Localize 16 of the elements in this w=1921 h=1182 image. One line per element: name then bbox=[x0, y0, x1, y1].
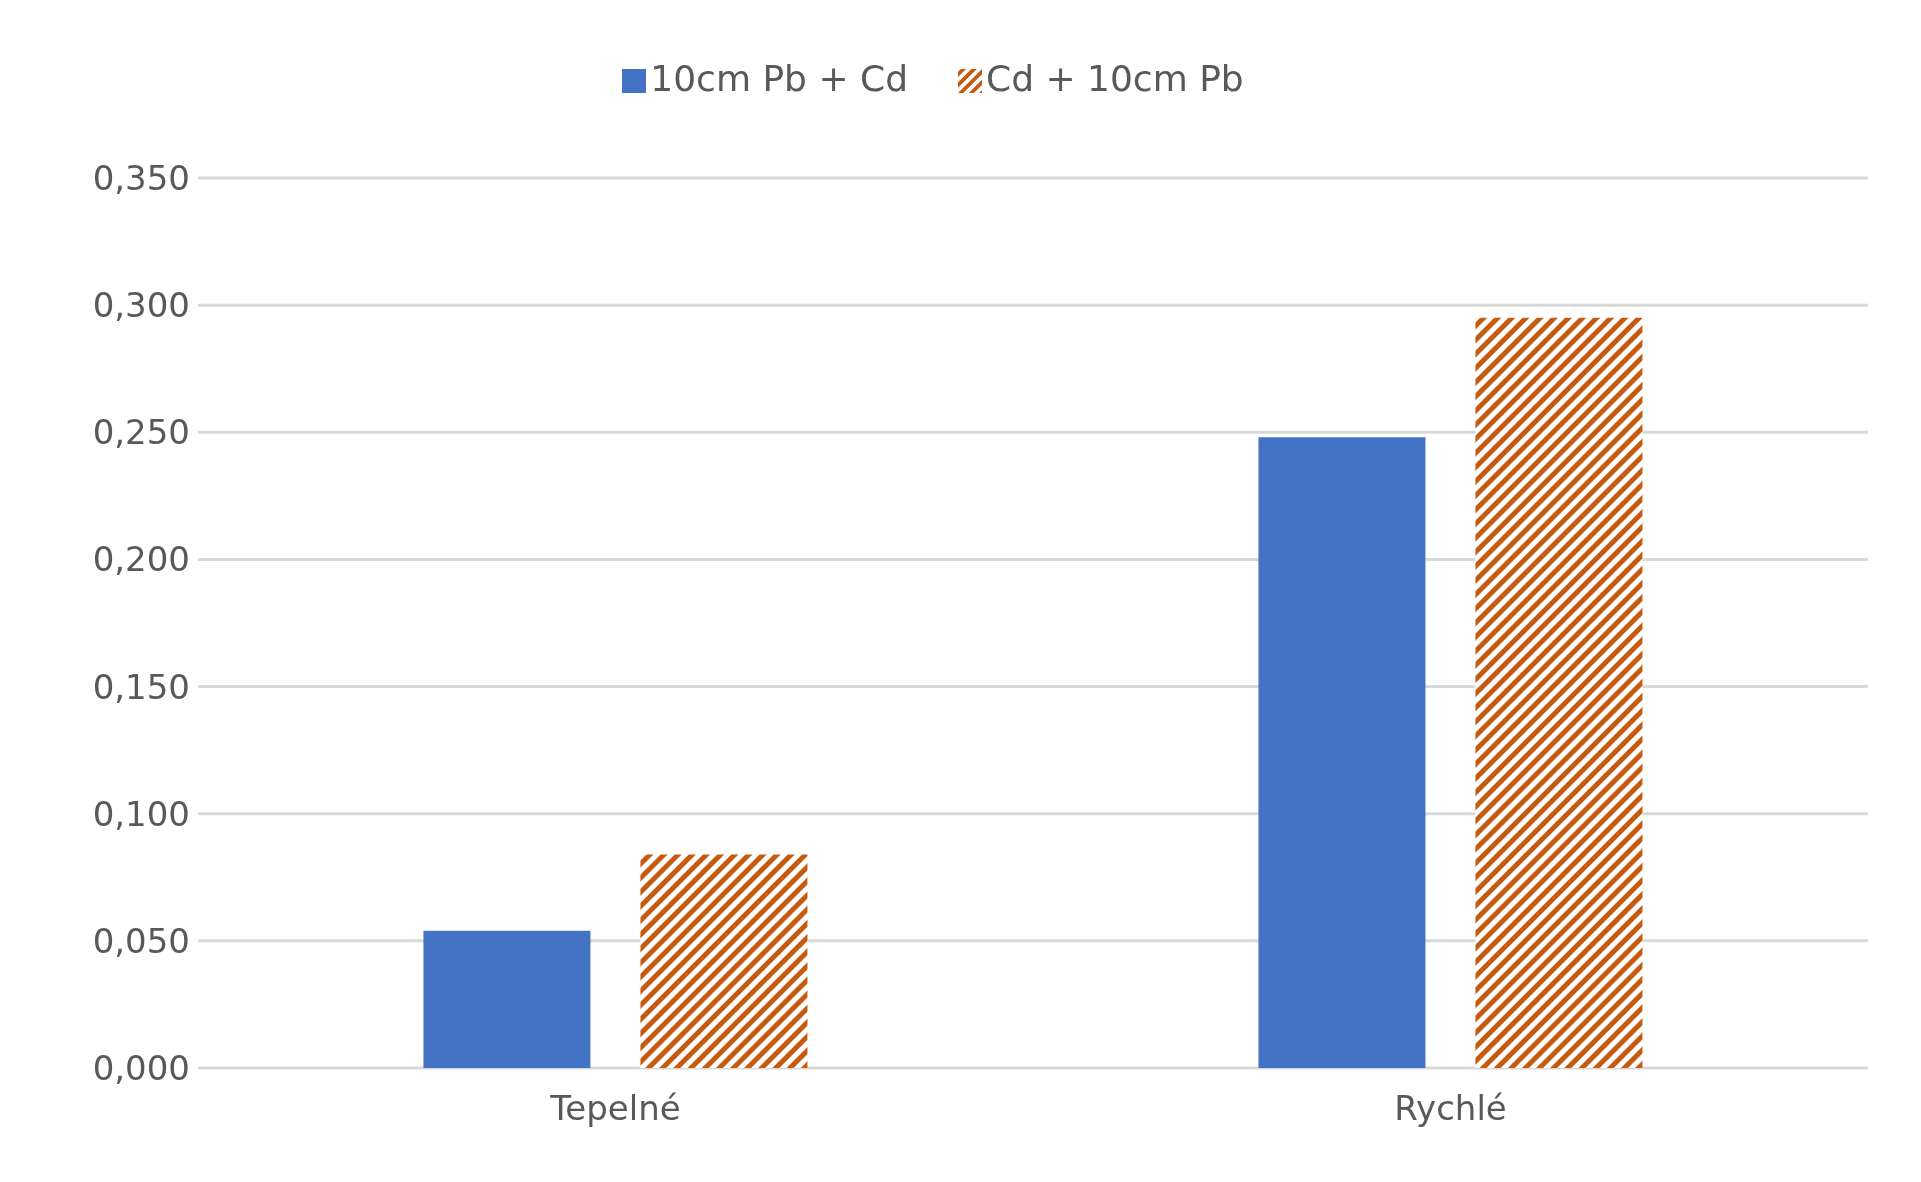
bar bbox=[1475, 317, 1643, 1068]
x-tick-label: Rychlé bbox=[1394, 1088, 1507, 1129]
y-tick-label: 0,250 bbox=[92, 412, 190, 453]
legend-label: 10cm Pb + Cd bbox=[650, 58, 908, 99]
y-tick-label: 0,150 bbox=[92, 666, 190, 707]
y-tick-label: 0,050 bbox=[92, 920, 190, 961]
y-tick-label: 0,000 bbox=[92, 1048, 190, 1089]
y-tick-label: 0,350 bbox=[92, 158, 190, 199]
x-tick-label: Tepelné bbox=[549, 1088, 681, 1129]
legend-label: Cd + 10cm Pb bbox=[986, 58, 1244, 99]
bar bbox=[1258, 437, 1426, 1068]
y-tick-label: 0,100 bbox=[92, 793, 190, 834]
y-tick-label: 0,200 bbox=[92, 539, 190, 580]
bar bbox=[640, 854, 808, 1068]
y-tick-label: 0,300 bbox=[92, 285, 190, 326]
bar bbox=[423, 930, 591, 1068]
